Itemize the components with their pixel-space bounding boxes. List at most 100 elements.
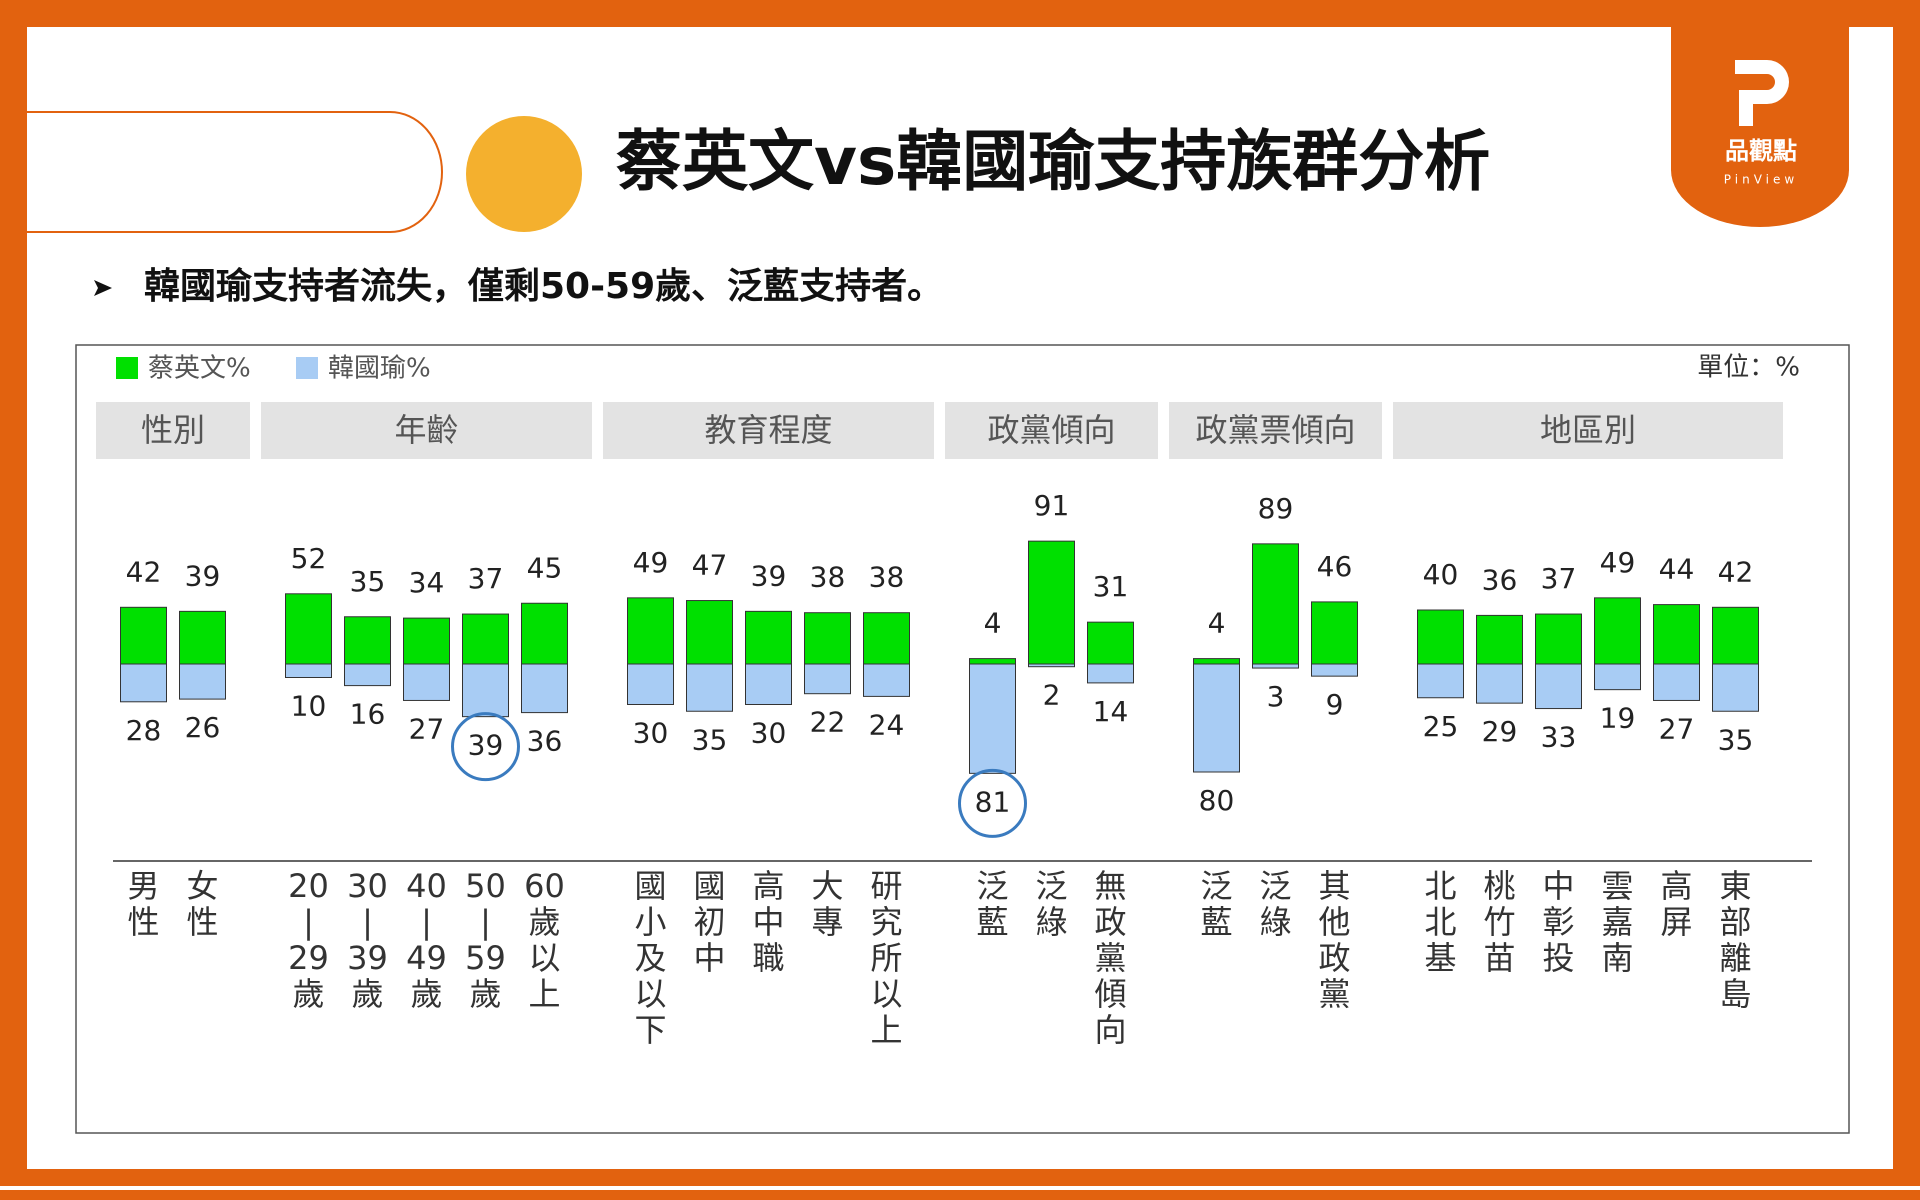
group-label: 性別 (141, 411, 205, 449)
value-label: 30 (633, 717, 669, 750)
bar (1535, 613, 1582, 665)
value-label: 40 (1423, 558, 1459, 591)
category-label: 離 (1719, 939, 1751, 977)
value-label: 52 (291, 542, 327, 575)
group-label: 教育程度 (704, 411, 832, 449)
bar (285, 593, 332, 665)
bar (863, 663, 910, 697)
category-label: 所 (870, 939, 902, 977)
value-label: 35 (692, 723, 728, 756)
bar (1311, 663, 1358, 677)
value-label: 49 (633, 546, 669, 579)
category-label: 歲 (351, 975, 383, 1013)
category-label: 其 (1318, 867, 1350, 905)
logo-badge (1671, 27, 1849, 227)
value-label: 35 (350, 565, 386, 598)
bar (1417, 609, 1464, 665)
category-label: 東 (1719, 867, 1751, 905)
bar (120, 663, 167, 703)
bar (1476, 614, 1523, 665)
value-label: 47 (692, 549, 728, 582)
bar (1653, 663, 1700, 701)
category-label: 性 (127, 903, 159, 941)
bullet-text: 韓國瑜支持者流失，僅剩50-59歲、泛藍支持者。 (144, 266, 943, 307)
category-label: 北 (1424, 903, 1456, 941)
bar (521, 602, 568, 665)
bar (521, 663, 568, 714)
logo-icon (1735, 60, 1789, 126)
value-label: 36 (1482, 563, 1518, 596)
category-label: 以 (528, 939, 560, 977)
value-label: 2 (1043, 679, 1061, 712)
group-header (1393, 402, 1783, 459)
group-header (945, 402, 1158, 459)
category-label: 歲 (292, 975, 324, 1013)
bar (1476, 663, 1523, 704)
value-label: 49 (1600, 546, 1636, 579)
category-label: 歲 (528, 903, 560, 941)
bar (1193, 663, 1240, 773)
category-label: 傾 (1094, 975, 1126, 1013)
category-label: 中 (1542, 867, 1574, 905)
category-label: 雲 (1601, 867, 1633, 905)
category-label: 國 (693, 867, 725, 905)
bar (1311, 601, 1358, 665)
bar (1535, 663, 1582, 710)
legend-label: 蔡英文% (148, 354, 251, 384)
bar (627, 597, 674, 665)
value-label: 39 (185, 559, 221, 592)
highlight-ring (958, 768, 1027, 838)
bar (344, 616, 391, 665)
category-label: 南 (1601, 939, 1633, 977)
category-label: 高 (1660, 867, 1692, 905)
bar (285, 663, 332, 678)
category-label: 彰 (1542, 903, 1574, 941)
value-label: 89 (1258, 492, 1294, 525)
bar (686, 663, 733, 712)
category-label: 20 (288, 867, 329, 905)
legend-swatch (116, 357, 138, 379)
value-label: 31 (1093, 570, 1129, 603)
category-label: 以 (870, 975, 902, 1013)
category-label: 泛 (1035, 867, 1067, 905)
value-label: 33 (1541, 721, 1577, 754)
category-label: 職 (752, 939, 784, 977)
value-label: 42 (126, 555, 162, 588)
bar (804, 612, 851, 665)
logo-sub: PinView (1724, 173, 1798, 187)
category-label: | (480, 903, 491, 941)
bar (745, 663, 792, 705)
category-label: 初 (693, 903, 725, 941)
category-label: 桃 (1483, 867, 1515, 905)
category-label: 小 (634, 903, 666, 941)
bar (179, 663, 226, 700)
group-header (96, 402, 250, 459)
category-label: 專 (811, 903, 843, 941)
category-label: 泛 (976, 867, 1008, 905)
category-label: 下 (634, 1011, 666, 1049)
bar (863, 612, 910, 665)
value-label: 39 (751, 559, 787, 592)
group-label: 年齡 (394, 411, 458, 449)
category-label: 黨 (1318, 975, 1350, 1013)
category-label: 泛 (1259, 867, 1291, 905)
value-label: 10 (291, 690, 327, 723)
category-label: 綠 (1259, 903, 1291, 941)
bar (179, 610, 226, 665)
value-label: 80 (1199, 784, 1235, 817)
value-label: 22 (810, 706, 846, 739)
category-label: 無 (1094, 867, 1126, 905)
value-label: 36 (527, 725, 563, 758)
category-label: 綠 (1035, 903, 1067, 941)
category-label: 女 (186, 867, 218, 905)
value-label: 37 (1541, 562, 1577, 595)
highlight-ring (451, 712, 520, 782)
title-dot (466, 116, 582, 232)
category-label: 29 (288, 939, 329, 977)
category-label: 40 (406, 867, 447, 905)
legend-label: 韓國瑜% (328, 354, 431, 384)
value-label: 9 (1326, 688, 1344, 721)
bar (969, 663, 1016, 774)
value-label: 44 (1659, 553, 1695, 586)
bullet-arrow (94, 280, 112, 296)
